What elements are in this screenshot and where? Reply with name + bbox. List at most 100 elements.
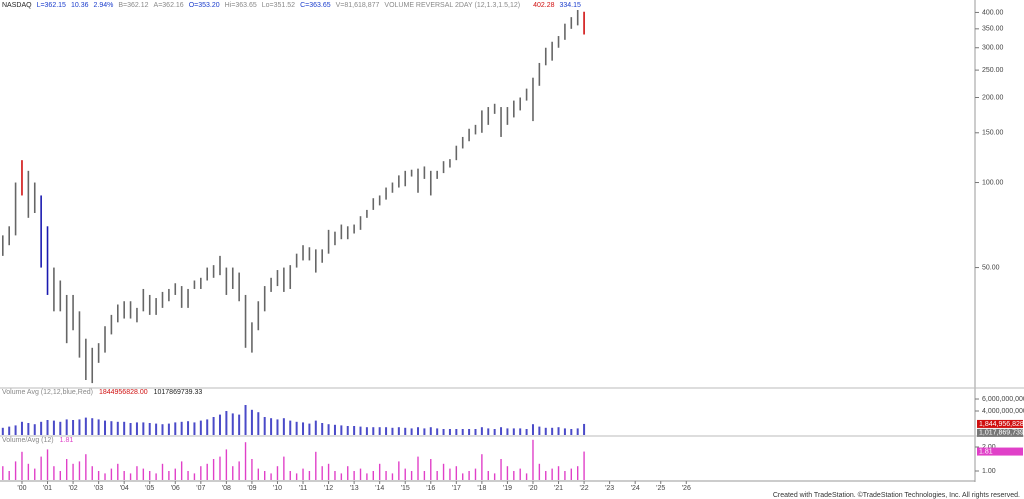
volume-bar xyxy=(40,421,43,435)
header-low: 334.15 xyxy=(560,2,582,9)
volume-bar xyxy=(353,426,356,435)
volume-bar xyxy=(20,421,23,435)
volume-bar xyxy=(180,421,183,435)
ratio-last-label: 1.81 xyxy=(60,437,74,444)
volume-bar xyxy=(78,419,81,435)
volume-bar xyxy=(308,423,311,435)
header-item: 10.36 xyxy=(71,2,89,9)
y-tick-label: 200.00 xyxy=(982,94,1004,101)
volume-bar xyxy=(423,428,426,435)
x-tick-label: '22 xyxy=(580,485,589,492)
volume-bar xyxy=(72,420,75,435)
volume-bar xyxy=(512,428,515,435)
volume-bar xyxy=(167,423,170,435)
header-item: Hi=363.65 xyxy=(225,2,257,9)
volume-bar xyxy=(493,429,496,435)
volume-bar xyxy=(531,424,534,435)
volume-bar xyxy=(65,419,68,435)
volume-title: Volume Avg (12,12,blue,Red) xyxy=(2,389,93,396)
volume-bar xyxy=(385,427,388,435)
volume-bar xyxy=(276,419,279,435)
header-item: 2.94% xyxy=(94,2,114,9)
y-tick-label: 400.00 xyxy=(982,9,1004,16)
volume-bar xyxy=(218,414,221,435)
x-tick-label: '14 xyxy=(375,485,384,492)
x-tick-label: '09 xyxy=(247,485,256,492)
volume-bar xyxy=(474,429,477,435)
volume-bar xyxy=(359,426,362,435)
volume-bar xyxy=(576,428,579,435)
volume-bar xyxy=(321,423,324,435)
volume-bar xyxy=(538,426,541,435)
volume-bar xyxy=(14,425,17,435)
x-tick-label: '20 xyxy=(528,485,537,492)
x-tick-label: '12 xyxy=(324,485,333,492)
volume-bar xyxy=(27,423,30,435)
volume-bar xyxy=(436,428,439,435)
y-tick-label: 50.00 xyxy=(982,264,1000,271)
volume-bar xyxy=(372,427,375,435)
volume-bar xyxy=(397,427,400,435)
header-item: VOLUME REVERSAL 2DAY (12,1.3,1.5,12) xyxy=(384,2,520,9)
x-tick-label: '07 xyxy=(196,485,205,492)
volume-bar xyxy=(142,422,145,435)
volume-avg-label: 1017869739.33 xyxy=(154,389,203,396)
y-tick-label: 1.00 xyxy=(982,468,996,475)
volume-bar xyxy=(116,421,119,435)
header-high: 402.28 xyxy=(533,2,555,9)
header-item: NASDAQ xyxy=(2,2,32,9)
volume-bar xyxy=(314,420,317,435)
x-tick-label: '06 xyxy=(171,485,180,492)
volume-marker-box xyxy=(977,419,1023,428)
ratio-title: Volume/Avg (12) xyxy=(2,437,54,444)
header-item: B=362.12 xyxy=(118,2,148,9)
x-tick-label: '03 xyxy=(94,485,103,492)
volume-bar xyxy=(155,423,158,435)
volume-bar xyxy=(410,428,413,435)
x-tick-label: '23 xyxy=(605,485,614,492)
volume-bar xyxy=(487,428,490,435)
volume-bar xyxy=(544,427,547,435)
header-item: O=353.20 xyxy=(189,2,220,9)
volume-bar xyxy=(583,423,586,435)
volume-bar xyxy=(46,420,49,435)
volume-bar xyxy=(525,429,528,435)
x-tick-label: '16 xyxy=(426,485,435,492)
volume-bar xyxy=(404,427,407,435)
x-tick-label: '00 xyxy=(17,485,26,492)
volume-bar xyxy=(327,424,330,435)
header-item: A=362.16 xyxy=(154,2,184,9)
volume-bar xyxy=(391,427,394,435)
y-tick-label: 350.00 xyxy=(982,26,1004,33)
volume-bar xyxy=(193,422,196,435)
volume-bar xyxy=(104,420,107,435)
volume-bar xyxy=(289,420,292,435)
x-tick-label: '11 xyxy=(299,485,308,492)
x-tick-label: '02 xyxy=(69,485,78,492)
volume-bar xyxy=(302,422,305,435)
header-item: C=363.65 xyxy=(300,2,331,9)
x-tick-label: '18 xyxy=(477,485,486,492)
volume-bar xyxy=(257,412,260,435)
volume-bar xyxy=(455,429,458,435)
x-tick-label: '25 xyxy=(656,485,665,492)
volume-bar xyxy=(212,417,215,435)
volume-bar xyxy=(557,427,560,435)
x-tick-label: '05 xyxy=(145,485,154,492)
y-tick-label: 4,000,000,000 xyxy=(982,408,1024,415)
x-tick-label: '21 xyxy=(554,485,563,492)
volume-bar xyxy=(346,426,349,435)
volume-bar xyxy=(91,418,94,435)
volume-bar xyxy=(570,429,573,435)
volume-marker: 1,844,956,828 xyxy=(979,421,1024,428)
volume-bar xyxy=(174,422,177,435)
volume-avg-marker-box xyxy=(977,428,1023,437)
volume-bar xyxy=(378,427,381,435)
volume-bar xyxy=(1,427,4,435)
ratio-marker: 1.81 xyxy=(979,448,993,455)
volume-bar xyxy=(244,405,247,435)
volume-bar xyxy=(442,429,445,435)
y-tick-label: 150.00 xyxy=(982,130,1004,137)
volume-bar xyxy=(461,429,464,435)
